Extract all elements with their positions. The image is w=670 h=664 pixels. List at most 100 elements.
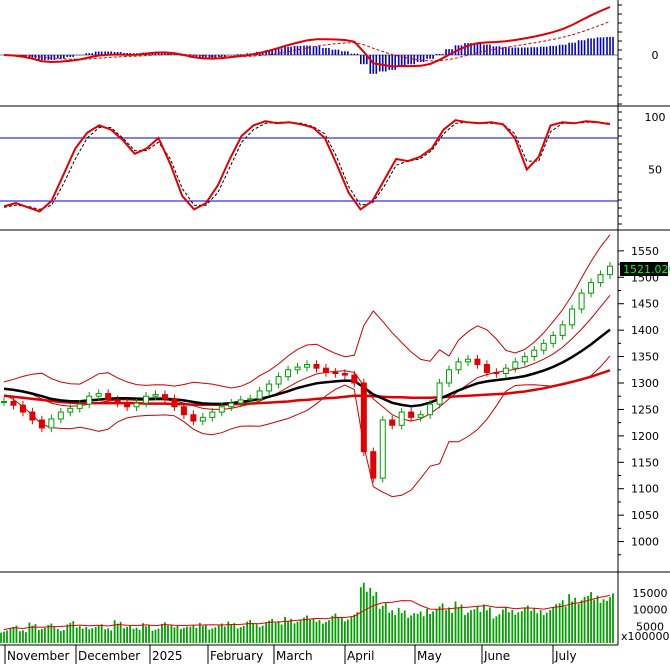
month-label: May: [417, 649, 442, 663]
price-candle-body: [313, 364, 320, 369]
price-candle-body: [521, 356, 528, 363]
price-candle-body: [483, 364, 490, 373]
price-candle-body: [133, 402, 140, 408]
month-label: June: [483, 649, 510, 663]
price-candle-body: [67, 407, 74, 413]
price-candle-body: [209, 411, 216, 418]
price-candle-body: [38, 419, 45, 429]
price-tick-label: 1000: [631, 536, 659, 549]
price-candle-body: [341, 372, 348, 376]
price-candle-body: [597, 274, 604, 284]
price-candle-body: [493, 371, 500, 374]
price-tick-label: 1350: [631, 351, 659, 364]
price-candle-body: [256, 390, 263, 400]
price-tick-label: 1400: [631, 324, 659, 337]
price-candle-body: [95, 393, 102, 397]
moving-average-long-red: [3, 369, 611, 406]
price-candle-body: [57, 411, 64, 420]
price-candle-body: [588, 282, 595, 294]
month-axis: November December 2025 February March April Ma…: [4, 645, 577, 664]
price-candle-body: [294, 366, 301, 371]
price-candle-body: [1, 401, 7, 403]
price-candle-body: [540, 342, 547, 351]
price-pane: 1550150014501400135013001250120011501100…: [1, 234, 659, 556]
price-candle-body: [199, 416, 206, 422]
price-tick-label: 1300: [631, 377, 659, 390]
moving-average-black: [3, 328, 611, 408]
price-candle-body: [48, 418, 55, 429]
price-candle-body: [417, 414, 424, 418]
month-label: February: [210, 649, 263, 663]
price-candle-body: [304, 364, 310, 368]
price-candle-body: [360, 382, 367, 453]
price-candle-body: [237, 399, 244, 404]
month-label: April: [347, 649, 374, 663]
price-candle-body: [228, 402, 235, 408]
stochastic-tick-label: 100: [645, 111, 666, 124]
bollinger-upper-band: [3, 234, 611, 389]
price-candle-body: [408, 411, 415, 418]
price-candle-body: [19, 404, 26, 413]
price-candle-body: [29, 411, 36, 421]
volume-moving-average: [3, 594, 611, 631]
price-candle-body: [247, 398, 254, 401]
price-tick-label: 1150: [631, 456, 659, 469]
volume-tick-label: 5000: [636, 620, 664, 633]
volume-unit-label: x100000: [621, 630, 670, 643]
price-candle-body: [322, 367, 329, 373]
price-candle-body: [502, 367, 509, 374]
price-candle-body: [152, 394, 159, 397]
price-candle-body: [379, 419, 386, 479]
price-candle-body: [171, 398, 178, 408]
price-candle-body: [86, 395, 93, 405]
price-candle-body: [161, 394, 168, 400]
price-candle-body: [436, 382, 443, 405]
price-candle-body: [266, 383, 273, 392]
bollinger-middle-band: [3, 294, 611, 422]
month-label: December: [78, 649, 140, 663]
price-candle-body: [180, 406, 187, 416]
volume-tick-label: 10000: [633, 604, 668, 617]
price-candle-body: [389, 419, 396, 426]
price-candle-body: [427, 403, 434, 416]
month-label: March: [276, 649, 313, 663]
price-candle-body: [114, 399, 121, 404]
price-candle-body: [10, 401, 17, 406]
month-label: November: [7, 649, 69, 663]
price-candle-body: [559, 324, 566, 336]
price-candle-body: [76, 403, 83, 409]
macd-pane: 0: [0, 4, 659, 105]
price-candle-body: [455, 361, 462, 371]
price-candle-body: [398, 411, 405, 426]
month-label: 2025: [152, 649, 183, 663]
last-price-label: 1521.020: [623, 263, 670, 276]
macd-line: [3, 6, 611, 68]
month-label: July: [554, 649, 577, 663]
price-tick-label: 1250: [631, 403, 659, 416]
macd-tick-label: 0: [652, 49, 659, 62]
price-candle-body: [285, 369, 292, 378]
price-candle-body: [607, 265, 613, 276]
price-tick-label: 1200: [631, 430, 659, 443]
price-candle-body: [578, 292, 585, 310]
price-tick-label: 1450: [631, 298, 659, 311]
price-candle-body: [446, 369, 453, 384]
price-tick-label: 1550: [631, 245, 659, 258]
stochastic-k-line: [3, 119, 611, 213]
stochastic-tick-label: 50: [648, 164, 662, 177]
price-candle-body: [124, 402, 131, 408]
price-candle-body: [351, 374, 358, 384]
price-candle-body: [275, 376, 282, 385]
price-candle-body: [531, 349, 538, 358]
price-candle-body: [190, 414, 197, 422]
price-candle-body: [105, 393, 112, 401]
price-candle-body: [512, 361, 519, 369]
bollinger-lower-band: [3, 355, 611, 498]
price-candle-body: [370, 451, 377, 479]
stochastic-pane: 100 50: [0, 111, 666, 225]
price-candle-body: [464, 358, 471, 363]
price-candle-body: [550, 334, 557, 344]
price-candle-body: [143, 395, 150, 404]
